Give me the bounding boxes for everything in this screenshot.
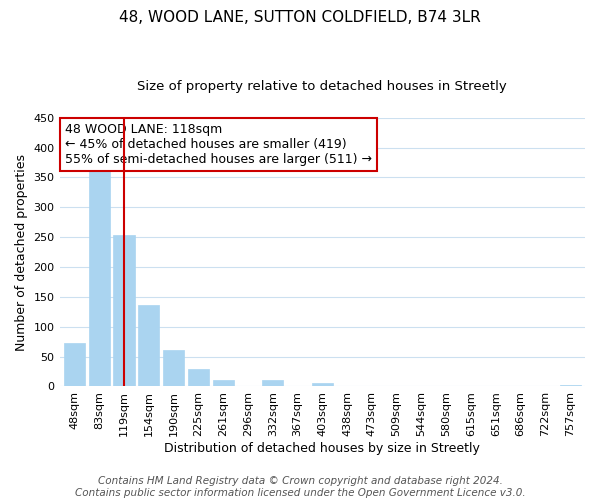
Bar bbox=[212, 380, 233, 386]
Bar bbox=[560, 384, 581, 386]
Bar bbox=[188, 368, 209, 386]
Title: Size of property relative to detached houses in Streetly: Size of property relative to detached ho… bbox=[137, 80, 507, 93]
X-axis label: Distribution of detached houses by size in Streetly: Distribution of detached houses by size … bbox=[164, 442, 480, 455]
Y-axis label: Number of detached properties: Number of detached properties bbox=[15, 154, 28, 350]
Bar bbox=[64, 344, 85, 386]
Bar bbox=[163, 350, 184, 387]
Bar bbox=[89, 168, 110, 386]
Text: Contains HM Land Registry data © Crown copyright and database right 2024.
Contai: Contains HM Land Registry data © Crown c… bbox=[74, 476, 526, 498]
Bar bbox=[113, 236, 134, 386]
Bar bbox=[262, 380, 283, 386]
Text: 48 WOOD LANE: 118sqm
← 45% of detached houses are smaller (419)
55% of semi-deta: 48 WOOD LANE: 118sqm ← 45% of detached h… bbox=[65, 123, 372, 166]
Bar bbox=[138, 304, 160, 386]
Bar bbox=[312, 384, 333, 386]
Text: 48, WOOD LANE, SUTTON COLDFIELD, B74 3LR: 48, WOOD LANE, SUTTON COLDFIELD, B74 3LR bbox=[119, 10, 481, 25]
